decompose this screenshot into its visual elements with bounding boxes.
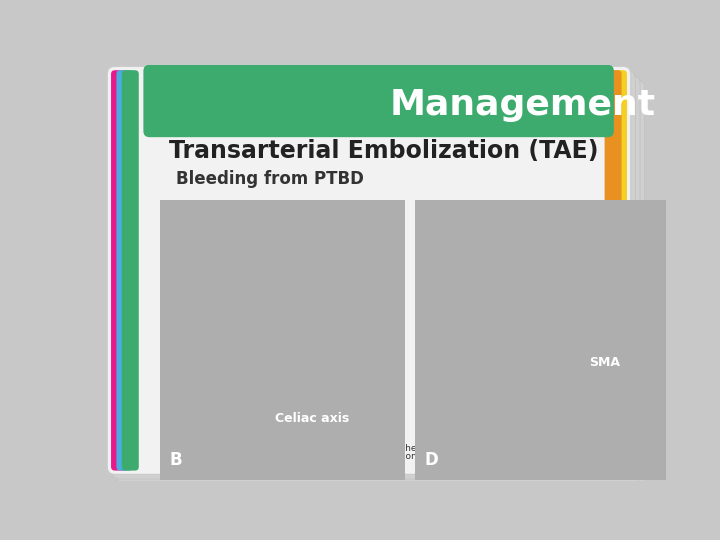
Text: D: D bbox=[425, 451, 438, 469]
FancyBboxPatch shape bbox=[107, 66, 631, 475]
Text: Celiac axis: Celiac axis bbox=[275, 412, 349, 425]
FancyBboxPatch shape bbox=[122, 70, 139, 470]
Text: Management of bleeding after percutaneous transhepatic cholangiography or transh: Management of bleeding after percutaneou… bbox=[176, 444, 648, 453]
FancyBboxPatch shape bbox=[117, 76, 640, 484]
FancyBboxPatch shape bbox=[112, 71, 636, 479]
FancyBboxPatch shape bbox=[117, 70, 133, 470]
Text: placement. Techniques  in vascular and  interventional radiology. 2008: placement. Techniques in vascular and in… bbox=[176, 452, 498, 461]
FancyBboxPatch shape bbox=[605, 70, 621, 470]
FancyBboxPatch shape bbox=[610, 70, 627, 470]
FancyBboxPatch shape bbox=[143, 65, 614, 137]
Text: B: B bbox=[170, 451, 182, 469]
Text: Bleeding from PTBD: Bleeding from PTBD bbox=[176, 170, 364, 188]
Text: SMA: SMA bbox=[590, 356, 621, 369]
Text: Transarterial Embolization (TAE): Transarterial Embolization (TAE) bbox=[168, 139, 598, 163]
FancyBboxPatch shape bbox=[111, 70, 128, 470]
FancyBboxPatch shape bbox=[121, 80, 644, 488]
Text: Management: Management bbox=[390, 88, 656, 122]
